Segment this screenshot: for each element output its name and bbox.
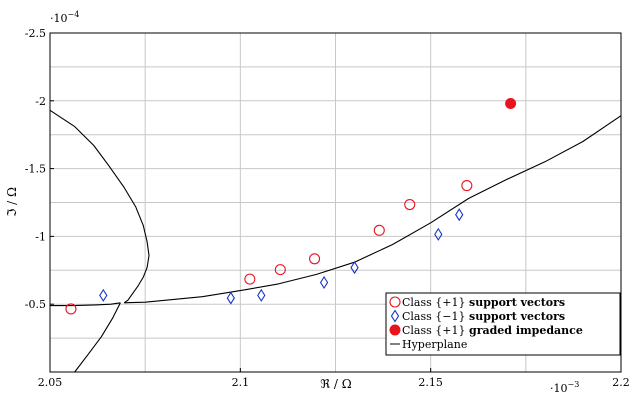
y-tick-label: -1.5: [25, 163, 46, 176]
positive-support-point: [65, 303, 77, 315]
negative-support-point: [434, 227, 443, 241]
y-tick-label: -0.5: [25, 298, 46, 311]
positive-support-point: [404, 198, 416, 211]
hyperplane-line: [74, 302, 121, 373]
x-tick-label: 2.05: [38, 376, 63, 389]
hyperplane-line: [124, 115, 622, 304]
positive-support-point: [274, 264, 286, 276]
hyperplane-line: [49, 109, 150, 304]
hyperplane-series: [49, 109, 622, 373]
legend-entry-graded-prefix: Class {+1}: [402, 324, 466, 337]
legend-entry-positive-prefix: Class {+1}: [402, 296, 466, 309]
grid: [49, 32, 622, 372]
legend-entry-hyperplane: Hyperplane: [402, 338, 467, 351]
positive-support-point: [373, 224, 385, 236]
legend-entry-negative-prefix: Class {−1}: [402, 310, 466, 323]
graded-impedance-point: [505, 98, 517, 110]
legend-marker-negative: [390, 309, 400, 323]
negative-support-point: [226, 291, 235, 305]
legend-marker-graded: [389, 324, 401, 336]
negative-support-point: [319, 275, 329, 290]
legend-marker-positive: [389, 296, 401, 308]
y-tick-labels: -0.5 -1 -1.5 -2 -2.5: [25, 27, 46, 311]
hyperplane-line: [50, 302, 121, 307]
positive-support-point: [309, 253, 321, 265]
legend-entry-graded-bold: graded impedance: [469, 324, 583, 337]
x-tick-label: 2.1: [232, 376, 250, 389]
legend-box: [385, 292, 621, 356]
legend-entry-positive-bold: support vectors: [469, 296, 565, 309]
y-exponent-power: −4: [68, 10, 80, 19]
negative-support-point: [257, 288, 266, 302]
point-series: [65, 98, 517, 315]
x-tick-label: 2.2: [612, 376, 629, 389]
y-tick-label: -2: [35, 95, 46, 108]
y-tick-label: -1: [35, 230, 46, 243]
y-tick-label: -2.5: [25, 27, 46, 40]
y-exponent-label: ·10−4: [50, 10, 79, 25]
negative-support-point: [99, 288, 108, 302]
x-tick-labels: 2.05 2.1 2.15 2.2: [38, 376, 629, 389]
legend-entry-positive: Class {+1} support vectors: [402, 296, 565, 309]
x-exponent-power: −3: [568, 380, 580, 389]
negative-support-point: [455, 208, 464, 222]
x-tick-label: 2.15: [418, 376, 443, 389]
legend-entry-graded: Class {+1} graded impedance: [402, 324, 583, 337]
y-axis-label: ℑ / Ω: [5, 187, 19, 217]
positive-support-point: [244, 273, 256, 285]
x-exponent-label: ·10−3: [550, 380, 579, 395]
legend-entry-negative: Class {−1} support vectors: [402, 310, 565, 323]
positive-support-point: [461, 180, 473, 192]
x-axis-label: ℜ / Ω: [320, 377, 351, 391]
plot-frame: [49, 32, 622, 373]
legend: Class {+1} support vectors Class {−1} su…: [385, 292, 621, 356]
y-exponent-base: ·10: [50, 12, 68, 25]
legend-entry-negative-bold: support vectors: [469, 310, 565, 323]
x-exponent-base: ·10: [550, 382, 568, 395]
negative-support-point: [350, 261, 359, 275]
